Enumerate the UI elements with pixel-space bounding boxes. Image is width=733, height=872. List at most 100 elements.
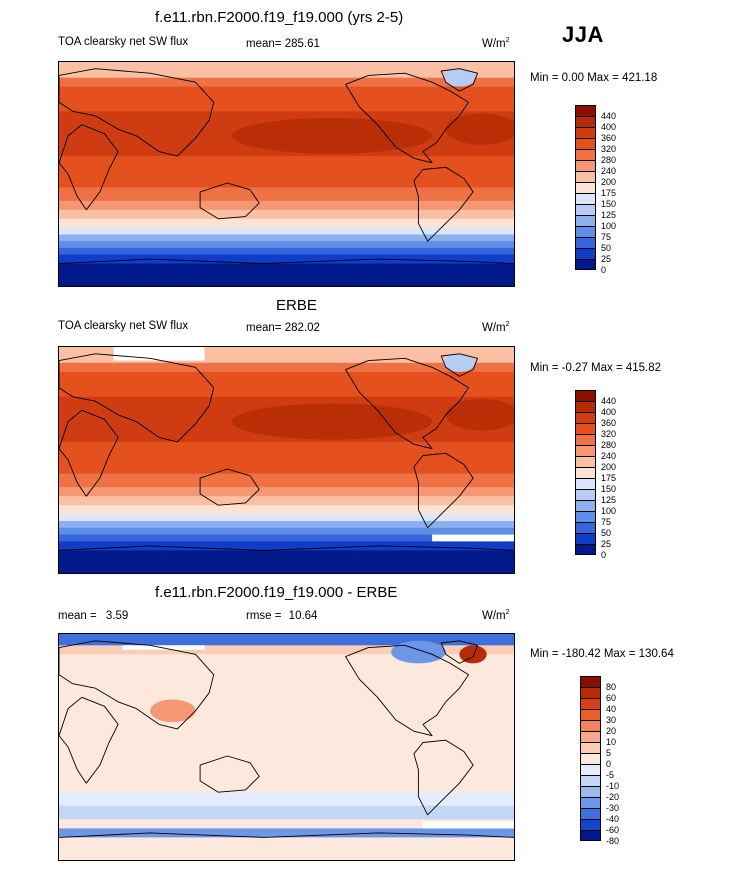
latitude-band — [59, 527, 514, 536]
coastline-australia — [199, 755, 260, 793]
colorbar-tick-label: 360 — [601, 133, 617, 143]
colorbar-swatch — [575, 182, 596, 193]
latitude-band — [59, 505, 514, 515]
panel3-units-text: W/m — [482, 609, 506, 622]
colorbar-tick-label: 280 — [601, 155, 617, 165]
latitude-band — [59, 521, 514, 529]
colorbar-tick-label: 125 — [601, 495, 617, 505]
coastline-antarctica — [59, 258, 514, 265]
colorbar-swatch — [575, 259, 596, 270]
colorbar-swatch — [575, 116, 596, 127]
colorbar-tick-label: -30 — [606, 803, 620, 813]
colorbar-tick-label: 240 — [601, 166, 617, 176]
panel2-mean-label: mean= — [246, 322, 282, 334]
colorbar-swatch — [575, 127, 596, 138]
latitude-band — [59, 473, 514, 488]
panel1-map-svg — [59, 62, 514, 286]
latitude-band — [59, 254, 514, 265]
colorbar-tick-label: -60 — [606, 825, 620, 835]
latitude-band — [59, 218, 514, 229]
subtropical-max-pacific — [231, 118, 433, 154]
missing-data — [113, 347, 205, 361]
latitude-band — [59, 156, 514, 188]
colorbar-tick-label: 125 — [601, 210, 617, 220]
panel1-mean-value: 285.61 — [284, 38, 320, 50]
colorbar-swatch — [575, 423, 596, 434]
colorbar-swatch — [580, 775, 601, 786]
panel2-variable: TOA clearsky net SW flux — [58, 320, 189, 332]
colorbar-tick-label: 0 — [606, 759, 612, 769]
panel3-minmax: Min = -180.42 Max = 130.64 — [530, 648, 674, 660]
colorbar-swatch — [575, 160, 596, 171]
panel3-map-svg — [59, 634, 514, 860]
latitude-band — [59, 200, 514, 211]
colorbar-swatch — [575, 500, 596, 511]
colorbar-swatch — [580, 687, 601, 698]
latitude-band — [59, 209, 514, 220]
colorbar-tick-label: -80 — [606, 836, 620, 846]
coastline-greenland — [440, 353, 479, 377]
colorbar-tick-label: -40 — [606, 814, 620, 824]
coastline-north-america — [345, 72, 469, 164]
colorbar-tick-label: 400 — [601, 122, 617, 132]
latitude-band — [59, 837, 514, 860]
colorbar-tick-label: 200 — [601, 462, 617, 472]
colorbar-tick-label: 440 — [601, 396, 617, 406]
latitude-band — [59, 362, 514, 373]
colorbar-swatch — [580, 753, 601, 764]
colorbar-swatch — [575, 401, 596, 412]
latitude-band — [59, 634, 514, 646]
panel3-mean-value: 3.59 — [105, 610, 129, 622]
latitude-band — [59, 514, 514, 522]
missing-data — [423, 821, 514, 829]
coastline-south-america — [413, 166, 474, 242]
colorbar-tick-label: -20 — [606, 792, 620, 802]
colorbar-swatch — [575, 149, 596, 160]
colorbar-tick-label: 10 — [606, 737, 617, 747]
coastline-north-america — [345, 644, 469, 737]
latitude-band — [59, 654, 514, 793]
panel3-mean: mean = 3.59 — [58, 610, 128, 622]
latitude-band — [59, 819, 514, 829]
coastline-greenland — [440, 68, 479, 92]
coastline-asia — [59, 68, 215, 157]
colorbar-swatch — [575, 456, 596, 467]
latitude-band — [59, 534, 514, 542]
coastline-antarctica — [59, 545, 514, 551]
latitude-band — [59, 828, 514, 838]
panel1-minmax: Min = 0.00 Max = 421.18 — [530, 72, 658, 84]
colorbar-tick-label: 0 — [601, 550, 607, 560]
latitude-band — [59, 371, 514, 398]
colorbar-tick-label: 360 — [601, 418, 617, 428]
colorbar-swatch — [575, 204, 596, 215]
colorbar-swatch — [580, 709, 601, 720]
panel3-rmse-value: 10.64 — [288, 610, 318, 622]
panel2-units: W/m2 — [482, 321, 510, 334]
colorbar-swatch — [575, 390, 596, 401]
greenland-positive-bias — [459, 645, 487, 664]
panel2-map — [58, 346, 515, 574]
latitude-band — [59, 792, 514, 807]
panel3-map — [58, 633, 515, 861]
colorbar-tick-label: 100 — [601, 221, 617, 231]
colorbar-tick-label: 240 — [601, 451, 617, 461]
colorbar-swatch — [575, 511, 596, 522]
colorbar-tick-label: 50 — [601, 243, 612, 253]
latitude-band — [59, 496, 514, 506]
panel3-mean-label: mean = — [58, 610, 97, 622]
colorbar-swatch — [580, 731, 601, 742]
colorbar-swatch — [580, 676, 601, 687]
colorbar-tick-label: 80 — [606, 682, 617, 692]
colorbar-swatch — [575, 105, 596, 116]
latitude-band — [59, 487, 514, 497]
colorbar-swatch — [575, 237, 596, 248]
panel2-units-exp: 2 — [505, 321, 510, 328]
colorbar-swatch — [575, 226, 596, 237]
colorbar-swatch — [580, 808, 601, 819]
latitude-band — [59, 441, 514, 474]
colorbar-tick-label: 320 — [601, 429, 617, 439]
colorbar-tick-label: 175 — [601, 473, 617, 483]
season-label: JJA — [562, 22, 604, 47]
colorbar-tick-label: 50 — [601, 528, 612, 538]
colorbar-swatch — [580, 786, 601, 797]
